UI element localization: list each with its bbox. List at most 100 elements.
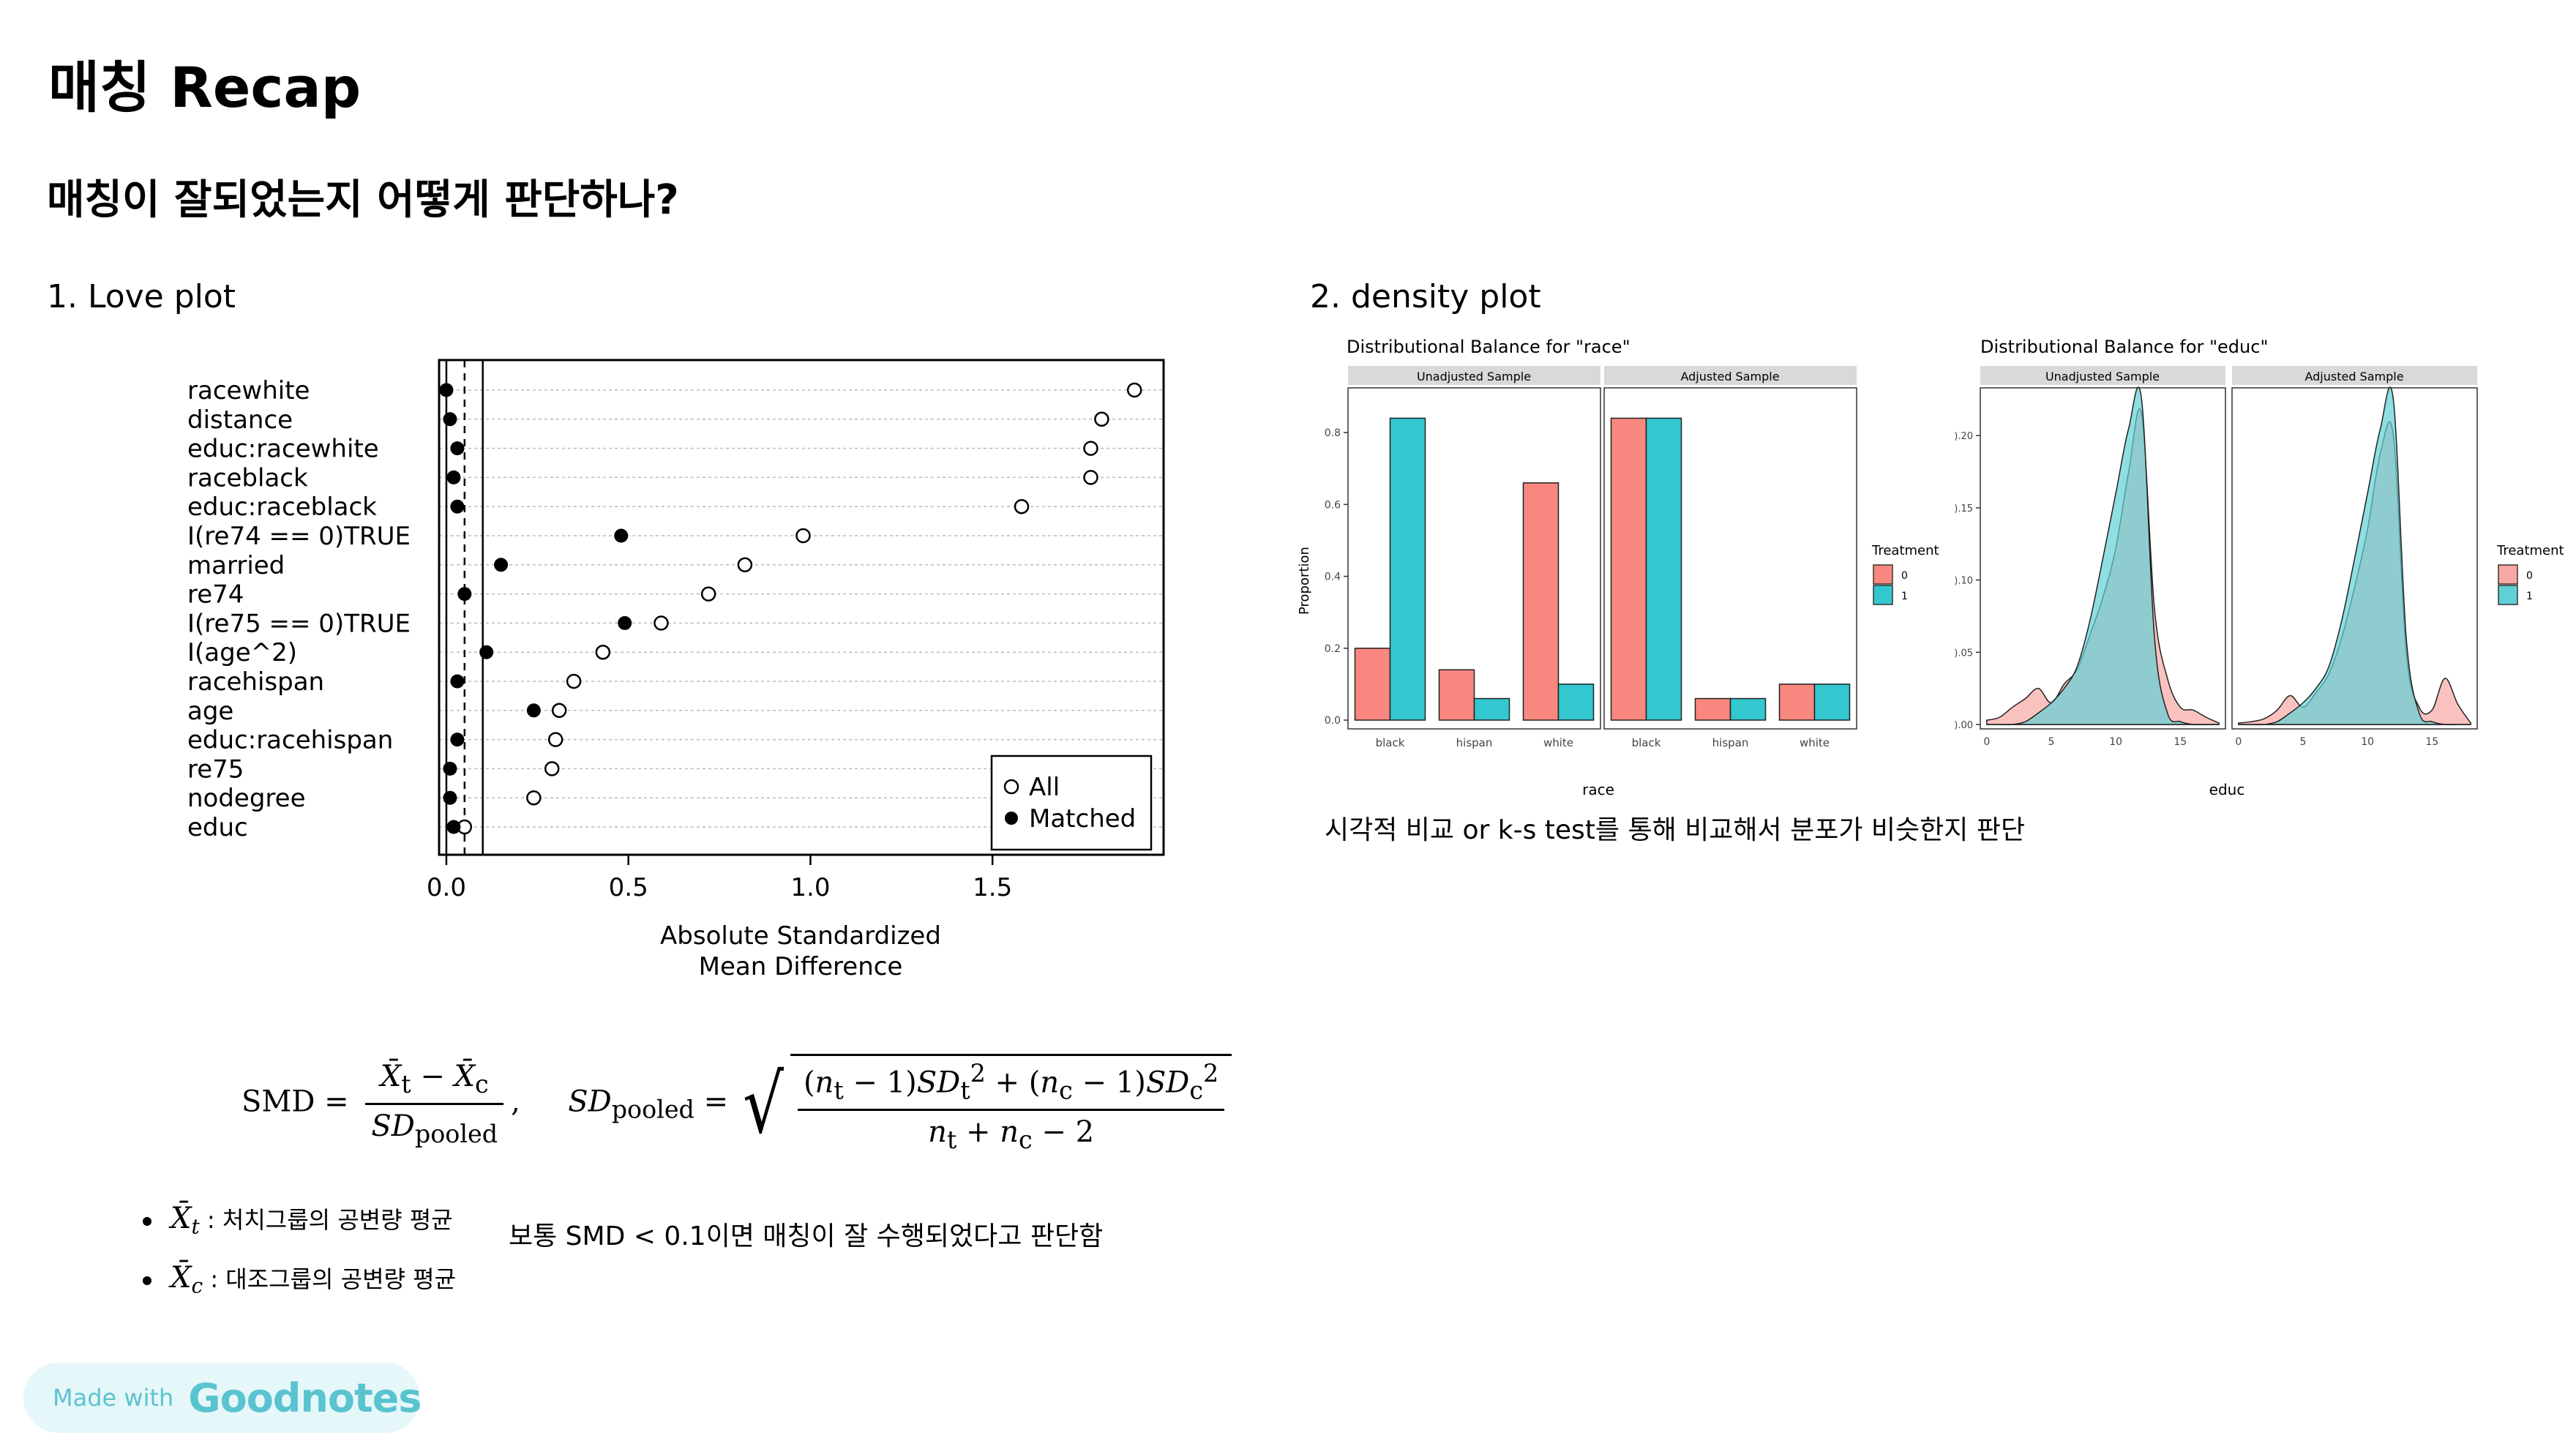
- love-variable-label: re75: [187, 755, 244, 784]
- love-point-all: [526, 790, 542, 806]
- xc-symbol: X̄: [171, 1261, 192, 1295]
- love-variable-label: educ:racehispan: [187, 726, 393, 755]
- love-point-all: [737, 557, 753, 573]
- love-point-matched: [443, 790, 457, 805]
- smd-symbol: SMD: [242, 1085, 315, 1119]
- page-title: 매칭 Recap: [48, 55, 362, 120]
- love-point-matched: [450, 674, 465, 689]
- educ-xtick-label: 15: [2425, 736, 2438, 748]
- love-point-matched: [446, 820, 461, 834]
- love-point-all: [1083, 470, 1098, 485]
- race-xtick-label: hispan: [1712, 736, 1749, 749]
- love-variable-label: re74: [187, 580, 244, 610]
- love-xtick-label: 0.5: [609, 873, 648, 902]
- race-bar-unadjusted-hispan-1: [1473, 697, 1510, 721]
- race-bar-unadjusted-white-0: [1522, 482, 1560, 721]
- legend-matched-marker: [1005, 812, 1018, 825]
- race-ytick-label: 0.2: [1325, 643, 1341, 655]
- race-ytick-label: 0.0: [1325, 715, 1341, 727]
- goodnotes-badge[interactable]: Made with Goodnotes: [23, 1363, 422, 1433]
- race-ylabel: Proportion: [1297, 547, 1312, 615]
- educ-strip-unadjusted-label: Unadjusted Sample: [2045, 370, 2160, 383]
- educ-ytick-label: ).05: [1954, 648, 1973, 659]
- race-xtick-label: black: [1632, 736, 1661, 749]
- bullet-control-mean: X̄c : 대조그룹의 공변량 평균: [143, 1252, 456, 1311]
- race-bar-unadjusted-black-0: [1354, 648, 1391, 721]
- bullet-treated-mean: X̄t : 처치그룹의 공변량 평균: [143, 1193, 456, 1252]
- love-variable-label: I(re75 == 0)TRUE: [187, 609, 411, 638]
- love-plot-frame: [438, 359, 1165, 856]
- educ-xlabel: educ: [2209, 781, 2245, 798]
- educ-strip-adjusted: [2232, 366, 2477, 385]
- educ-legend-1-label: 1: [2526, 591, 2533, 602]
- sd-symbol-1: SD: [371, 1109, 415, 1144]
- love-plot: racewhitedistanceeduc:racewhiteraceblack…: [187, 359, 1165, 981]
- educ-legend-title: Treatment: [2496, 543, 2564, 558]
- smd-fraction: X̄t − X̄c SDpooled: [365, 1060, 504, 1149]
- educ-ytick-label: ).00: [1954, 720, 1973, 731]
- educ-balance-chart: Distributional Balance for "educ" Unadju…: [1954, 337, 2564, 798]
- race-balance-chart: Distributional Balance for "race" Unadju…: [1297, 337, 1939, 798]
- educ-chart-title: Distributional Balance for "educ": [1980, 337, 2268, 357]
- symbol-definitions: X̄t : 처치그룹의 공변량 평균 X̄c : 대조그룹의 공변량 평균: [143, 1193, 456, 1312]
- love-point-all: [654, 615, 669, 631]
- love-point-matched: [450, 441, 465, 456]
- legend-all-marker: [1003, 779, 1019, 795]
- section-love-plot-heading: 1. Love plot: [47, 278, 236, 315]
- badge-brand-logo: Goodnotes: [188, 1374, 422, 1421]
- race-strip-adjusted-label: Adjusted Sample: [1680, 370, 1779, 383]
- love-variable-label: I(re74 == 0)TRUE: [187, 522, 411, 551]
- love-variable-label: educ:racewhite: [187, 435, 379, 464]
- race-strip-adjusted: [1604, 366, 1857, 385]
- race-legend-0-label: 0: [1901, 570, 1908, 582]
- race-ytick-label: 0.6: [1325, 499, 1341, 511]
- love-point-matched: [457, 587, 472, 602]
- educ-xtick-label: 5: [2048, 736, 2055, 748]
- love-point-all: [544, 761, 560, 776]
- love-point-matched: [479, 645, 494, 659]
- race-xtick-label: white: [1800, 736, 1830, 749]
- race-bar-adjusted-black-0: [1610, 417, 1647, 721]
- love-xtick-label: 1.5: [973, 873, 1012, 902]
- race-bar-unadjusted-white-1: [1557, 684, 1595, 721]
- love-variable-label: racehispan: [187, 667, 324, 697]
- smd-formula: SMD = X̄t − X̄c SDpooled , SDpooled = √ …: [242, 1054, 1232, 1154]
- race-chart-title: Distributional Balance for "race": [1347, 337, 1630, 357]
- race-bar-unadjusted-hispan-0: [1438, 669, 1475, 721]
- sd-pooled-fraction: (nt − 1)SDt2 + (nc − 1)SDc2 nt + nc − 2: [790, 1054, 1232, 1154]
- love-variable-label: raceblack: [187, 463, 308, 493]
- love-point-matched: [450, 733, 465, 747]
- love-point-matched: [446, 470, 461, 484]
- educ-ytick-label: ).10: [1954, 576, 1973, 587]
- race-xtick-label: black: [1376, 736, 1405, 749]
- race-bar-adjusted-hispan-1: [1729, 697, 1767, 721]
- race-legend-title: Treatment: [1871, 543, 1939, 558]
- educ-strip-unadjusted: [1980, 366, 2225, 385]
- love-variable-label: racewhite: [187, 376, 310, 405]
- race-ytick-label: 0.8: [1325, 427, 1341, 439]
- smd-threshold-note: 보통 SMD < 0.1이면 매칭이 잘 수행되었다고 판단함: [509, 1221, 1104, 1251]
- love-point-matched: [450, 499, 465, 514]
- bullet-dot-icon: [143, 1217, 151, 1226]
- educ-density-unadjusted-1: [1986, 386, 2220, 726]
- badge-made-with: Made with: [53, 1384, 174, 1412]
- pooled-sub-1: pooled: [414, 1120, 498, 1149]
- love-point-matched: [494, 558, 509, 572]
- educ-legend-1-swatch: [2498, 585, 2518, 605]
- race-strip-unadjusted: [1348, 366, 1600, 385]
- love-point-all: [595, 644, 611, 660]
- love-variable-label: educ: [187, 813, 248, 842]
- love-point-all: [795, 528, 811, 544]
- love-point-all: [700, 586, 716, 602]
- love-variable-label: distance: [187, 405, 293, 435]
- xt-symbol: X̄: [171, 1202, 192, 1235]
- love-xtick-label: 0.0: [427, 873, 466, 902]
- educ-legend-0-label: 0: [2526, 570, 2533, 582]
- race-strip-unadjusted-label: Unadjusted Sample: [1417, 370, 1531, 383]
- educ-strip-adjusted-label: Adjusted Sample: [2304, 370, 2403, 383]
- bullet-treated-text: : 처치그룹의 공변량 평균: [206, 1206, 453, 1234]
- race-legend-1-label: 1: [1901, 591, 1908, 602]
- love-xlabel-line1: Absolute Standardized: [660, 921, 941, 951]
- race-bar-unadjusted-black-1: [1389, 417, 1426, 721]
- love-point-matched: [526, 703, 541, 718]
